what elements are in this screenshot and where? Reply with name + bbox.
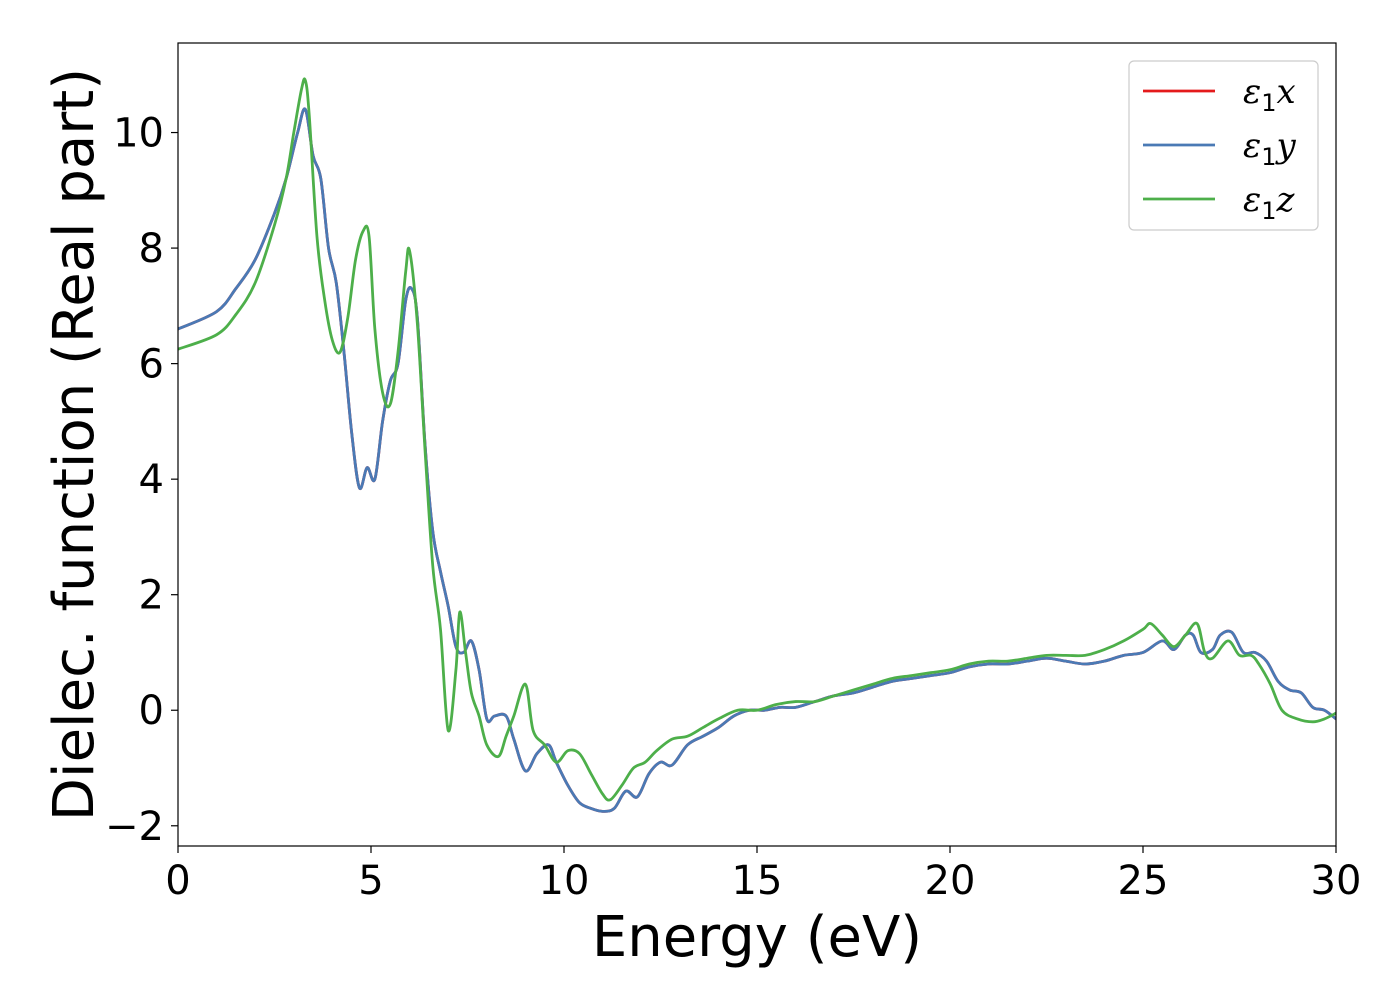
legend-box <box>1128 60 1319 231</box>
y-tick-label: 6 <box>139 342 164 388</box>
x-tick-label: 10 <box>539 858 590 904</box>
series-line-2 <box>178 77 1336 802</box>
y-tick-label: 2 <box>139 573 164 619</box>
y-tick-label: 0 <box>139 688 164 734</box>
x-tick-label: 0 <box>165 858 190 904</box>
y-tick-label: 8 <box>139 226 164 272</box>
legend-entry-label: ε1z <box>1243 180 1296 225</box>
y-axis: −2 0 2 4 6 8 10 <box>105 111 178 850</box>
series-line-1 <box>178 107 1336 813</box>
x-tick-label: 30 <box>1311 858 1362 904</box>
y-tick-label: −2 <box>105 804 164 850</box>
x-tick-label: 25 <box>1118 858 1169 904</box>
legend-entry-label: ε1x <box>1243 72 1296 117</box>
x-tick-label: 15 <box>732 858 783 904</box>
legend-entry-label: ε1y <box>1243 126 1297 171</box>
x-axis: 0 5 10 15 20 25 30 <box>165 846 1361 904</box>
y-tick-label: 4 <box>139 457 164 503</box>
x-tick-label: 5 <box>358 858 383 904</box>
x-tick-label: 20 <box>925 858 976 904</box>
legend: ε1x ε1y ε1z <box>1128 60 1319 231</box>
x-axis-label: Energy (eV) <box>592 905 922 970</box>
series-layer <box>178 77 1336 813</box>
y-axis-label: Dielec. function (Real part) <box>42 68 107 821</box>
y-tick-label: 10 <box>113 111 164 157</box>
